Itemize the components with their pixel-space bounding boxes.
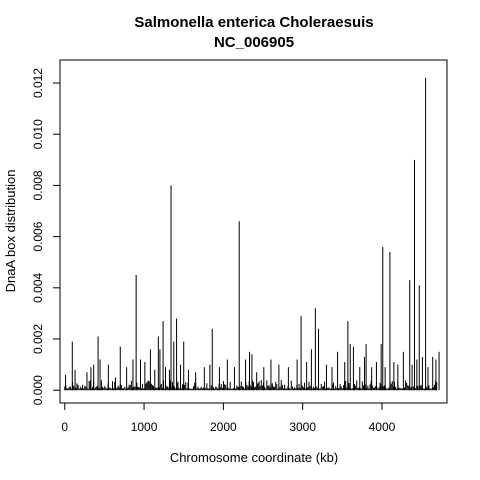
x-tick-label: 3000 [289,420,316,434]
y-tick-label: 0.002 [31,324,45,354]
y-tick-label: 0.004 [31,272,45,302]
y-tick-label: 0.006 [31,221,45,251]
y-axis: 0.000 0.002 0.004 0.006 0.008 0.010 0.012 [31,68,61,405]
y-tick-label: 0.008 [31,170,45,200]
y-tick-label: 0.000 [31,375,45,405]
x-tick-label: 2000 [210,420,237,434]
y-axis-label: DnaA box distribution [3,170,18,293]
x-tick-label: 1000 [131,420,158,434]
x-axis-label: Chromosome coordinate (kb) [170,450,338,465]
x-axis: 0 1000 2000 3000 4000 [61,402,396,434]
chart-title-line1: Salmonella enterica Choleraesuis [134,14,373,31]
y-tick-label: 0.010 [31,119,45,149]
x-tick-label: 0 [61,420,68,434]
chart-title-line2: NC_006905 [214,34,294,51]
x-tick-label: 4000 [369,420,396,434]
y-tick-label: 0.012 [31,68,45,98]
bars-group [64,77,440,391]
